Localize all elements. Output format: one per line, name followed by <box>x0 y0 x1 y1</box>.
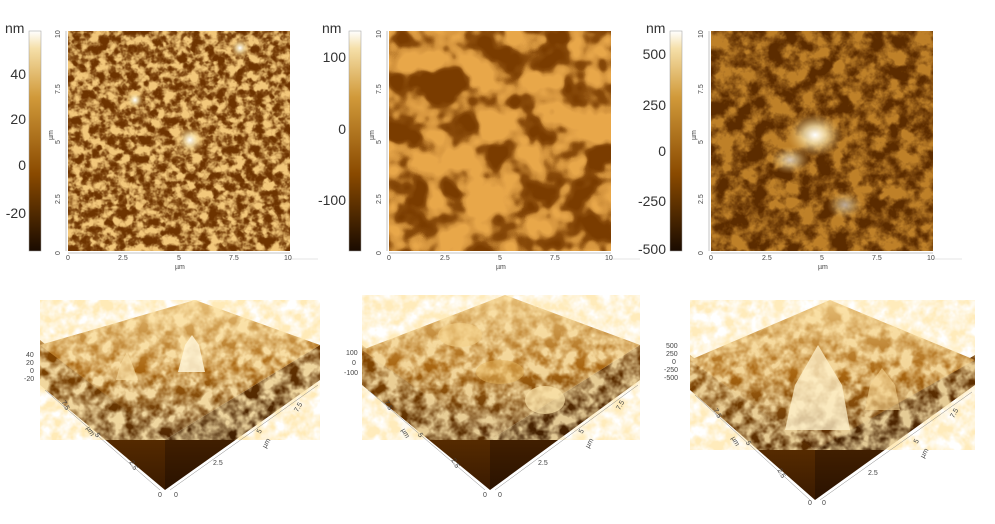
map-1-unit: nm <box>5 20 25 36</box>
map-1-y-tick: 7.5 <box>55 84 62 94</box>
surface-3-z-tick: 0 <box>672 359 676 366</box>
map-1-cbar-tick: 40 <box>10 66 26 82</box>
map-1-x-tick: 7.5 <box>229 255 239 262</box>
map-1-y-unit: µm <box>48 130 55 140</box>
surface-3-z-tick: 250 <box>666 351 678 358</box>
map-3-x-tick: 2.5 <box>762 255 772 262</box>
surface-1-right-tick: 2.5 <box>213 460 223 467</box>
surface-2-z-tick: -100 <box>344 370 359 377</box>
surface-3-z-tick: -250 <box>664 367 679 374</box>
colorbar-1 <box>29 31 41 251</box>
map-2-y-tick: 7.5 <box>376 84 383 94</box>
map-2-cbar-tick: -100 <box>317 192 346 208</box>
map-1-y-tick: 0 <box>55 251 62 255</box>
map-1-y-tick: 2.5 <box>55 194 62 204</box>
colorbar-3 <box>670 31 682 251</box>
surface-2-z-tick: 100 <box>346 350 358 357</box>
map-1-cbar-tick: 20 <box>10 111 26 127</box>
surface-2-right-tick: 2.5 <box>538 460 548 467</box>
map-1-x-tick: 5 <box>177 255 181 262</box>
surface-1-z-tick: -20 <box>24 376 35 383</box>
map-2-x-unit: µm <box>496 264 506 271</box>
map-2-x-tick: 7.5 <box>550 255 560 262</box>
map-3-y-tick: 0 <box>698 251 705 255</box>
surface-1-z-tick: 40 <box>26 352 34 359</box>
map-3-x-tick: 0 <box>709 255 713 262</box>
map-1-x-unit: µm <box>175 264 185 271</box>
map-1-x-tick: 2.5 <box>118 255 128 262</box>
map-1-y-tick: 5 <box>55 140 62 144</box>
surface-2-left-tick: 0 <box>483 492 487 499</box>
map-2-y-unit: µm <box>369 130 376 140</box>
map-2-x-tick: 2.5 <box>440 255 450 262</box>
surface-3-right-tick: 2.5 <box>868 470 878 477</box>
afm-map-2 <box>348 30 640 260</box>
surface-2-z-tick: 0 <box>352 360 356 367</box>
map-2-x-tick: 5 <box>498 255 502 262</box>
map-3-cbar-tick: 0 <box>658 143 666 159</box>
map-3-x-tick: 7.5 <box>872 255 882 262</box>
surface-1-z-tick: 20 <box>26 360 34 367</box>
map-1-cbar-tick: 0 <box>18 157 26 173</box>
map-3-x-tick: 5 <box>820 255 824 262</box>
surface-1-left-tick: 0 <box>158 492 162 499</box>
afm-surface-3 <box>690 300 975 501</box>
map-3-cbar-tick: -250 <box>637 193 666 209</box>
surface-3-left-tick: 0 <box>808 500 812 507</box>
afm-map-3 <box>669 30 962 260</box>
map-3-y-tick: 5 <box>698 140 705 144</box>
map-3-x-tick: 10 <box>927 255 935 262</box>
map-3-x-unit: µm <box>818 264 828 271</box>
map-3-cbar-tick: 500 <box>642 46 666 62</box>
map-2-y-tick: 5 <box>376 140 383 144</box>
map-1-cbar-tick: -20 <box>5 205 26 221</box>
map-2-cbar-tick: 100 <box>322 49 346 65</box>
map-2-x-tick: 10 <box>605 255 613 262</box>
map-3-y-tick: 10 <box>698 30 705 38</box>
map-2-y-tick: 2.5 <box>376 194 383 204</box>
surface-2-right-tick: 0 <box>498 492 502 499</box>
map-1-y-tick: 10 <box>55 30 62 38</box>
colorbar-2 <box>349 31 361 251</box>
map-3-y-tick: 2.5 <box>698 194 705 204</box>
map-2-y-tick: 0 <box>376 251 383 255</box>
map-3-cbar-tick: -500 <box>637 241 666 257</box>
map-3-y-tick: 7.5 <box>698 84 705 94</box>
surface-3-z-tick: -500 <box>664 375 679 382</box>
afm-surface-1 <box>40 300 320 491</box>
map-3-unit: nm <box>646 20 666 36</box>
map-2-cbar-tick: 0 <box>338 121 346 137</box>
afm-map-1 <box>28 30 318 260</box>
surface-1-z-tick: 0 <box>30 368 34 375</box>
surface-1-right-tick: 0 <box>174 492 178 499</box>
map-2-unit: nm <box>322 20 342 36</box>
afm-surface-2 <box>362 295 640 491</box>
map-3-y-unit: µm <box>691 130 698 140</box>
map-2-x-tick: 0 <box>387 255 391 262</box>
surface-3-z-tick: 500 <box>666 343 678 350</box>
map-1-x-tick: 0 <box>66 255 70 262</box>
surface-3-right-tick: 0 <box>822 500 826 507</box>
map-2-y-tick: 10 <box>376 30 383 38</box>
map-1-x-tick: 10 <box>284 255 292 262</box>
map-3-cbar-tick: 250 <box>642 97 666 113</box>
